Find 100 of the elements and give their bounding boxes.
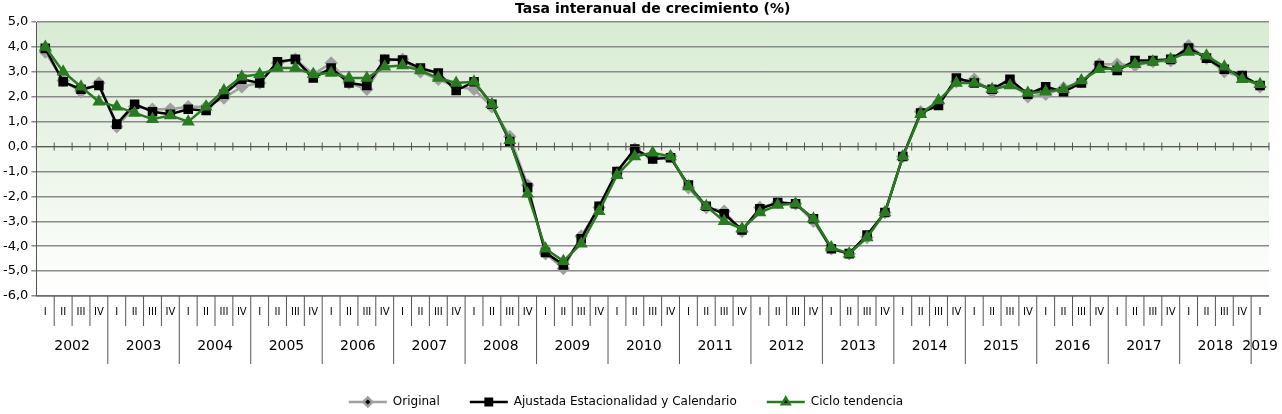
y-tick-label: 0,0 (7, 137, 29, 153)
y-tick-label: -5,0 (2, 262, 29, 278)
x-tick-label: II (203, 305, 210, 317)
x-tick-label: I (686, 305, 690, 317)
y-tick-label: -3,0 (2, 212, 29, 228)
x-tick-label: IV (594, 305, 605, 317)
x-tick-label: II (703, 305, 710, 317)
text: 2011 (697, 336, 734, 353)
x-tick-label: I (329, 305, 333, 317)
text: 2010 (625, 336, 662, 353)
y-tick-label: -6,0 (2, 287, 29, 303)
x-tick-label: IV (880, 305, 890, 317)
x-tick-label: I (901, 305, 905, 317)
y-tick-label: -1,0 (2, 162, 29, 178)
x-tick-label: I (758, 305, 762, 317)
y-tick-label: 4,0 (7, 38, 29, 54)
legend-label: Original (392, 394, 440, 409)
x-tick-label: I (401, 305, 405, 317)
x-tick-label: I (615, 305, 619, 317)
x-tick-label: III (1077, 305, 1086, 317)
x-tick-label: IV (451, 305, 462, 317)
x-tick-label: II (631, 305, 638, 317)
text: 2019 (1242, 336, 1278, 353)
y-tick-label: -2,0 (2, 187, 29, 203)
x-tick-label: IV (737, 305, 748, 317)
x-tick-label: III (290, 305, 300, 317)
x-tick-label: II (274, 305, 281, 317)
x-tick-label: III (934, 305, 943, 317)
x-tick-label: III (791, 305, 801, 317)
text: 2013 (840, 336, 876, 353)
x-tick-label: II (1060, 305, 1067, 317)
x-tick-label: III (505, 305, 515, 317)
text: 2009 (554, 336, 591, 353)
y-tick-label: 1,0 (7, 113, 29, 129)
text: 2002 (54, 336, 90, 353)
x-tick-label: II (846, 305, 853, 317)
text: 2016 (1054, 336, 1091, 353)
x-tick-label: IV (236, 305, 247, 317)
x-tick-label: III (1148, 305, 1158, 317)
x-tick-label: IV (1094, 305, 1105, 317)
x-tick-label: III (148, 305, 157, 317)
x-tick-label: II (917, 305, 924, 317)
x-tick-label: I (829, 305, 833, 317)
x-tick-label: II (417, 305, 424, 317)
x-tick-label: IV (1165, 305, 1176, 317)
x-tick-label: IV (165, 305, 176, 317)
x-tick-label: IV (951, 305, 962, 317)
x-tick-label: III (433, 305, 443, 317)
x-tick-label: IV (522, 305, 533, 317)
x-tick-label: I (1115, 305, 1119, 317)
text: 2015 (983, 336, 1019, 353)
chart-title: Tasa interanual de crecimiento (%) (515, 0, 791, 16)
x-tick-label: I (115, 305, 119, 317)
x-tick-label: I (186, 305, 190, 317)
x-tick-label: IV (379, 305, 390, 317)
x-tick-label: III (1219, 305, 1229, 317)
text: 2003 (125, 336, 162, 353)
legend-label: Ciclo tendencia (810, 394, 904, 409)
text: 2008 (483, 336, 519, 353)
text: 2005 (268, 336, 305, 353)
x-tick-label: I (258, 305, 262, 317)
x-tick-label: I (43, 305, 47, 317)
text: 2014 (911, 336, 948, 353)
x-tick-label: IV (665, 305, 676, 317)
text: 2004 (197, 336, 233, 353)
x-tick-label: III (862, 305, 872, 317)
x-tick-label: III (576, 305, 586, 317)
x-tick-label: I (972, 305, 976, 317)
x-tick-label: IV (93, 305, 104, 317)
text: 2018 (1197, 336, 1234, 353)
x-tick-label: IV (308, 305, 319, 317)
x-tick-label: II (1203, 305, 1210, 317)
x-tick-label: IV (1022, 305, 1033, 317)
y-tick-label: 2,0 (7, 88, 29, 104)
x-tick-label: I (544, 305, 547, 317)
x-tick-label: I (1044, 305, 1048, 317)
x-tick-label: III (1005, 305, 1015, 317)
x-tick-label: II (989, 305, 996, 317)
x-tick-label: II (774, 305, 781, 317)
x-tick-label: II (488, 305, 495, 317)
x-tick-label: II (60, 305, 67, 317)
x-tick-label: I (1187, 305, 1191, 317)
x-tick-label: II (131, 305, 138, 317)
text: 2007 (411, 336, 448, 353)
x-tick-label: III (648, 305, 658, 317)
y-tick-label: 3,0 (7, 63, 29, 79)
x-tick-label: II (1132, 305, 1138, 317)
x-tick-label: III (219, 305, 229, 317)
x-tick-label: IV (808, 305, 819, 317)
x-tick-label: III (76, 305, 86, 317)
x-tick-label: III (362, 305, 372, 317)
text: 2006 (340, 336, 376, 353)
text: 2017 (1126, 336, 1162, 353)
x-tick-label: I (472, 305, 476, 317)
x-tick-label: II (560, 305, 567, 317)
y-tick-label: -4,0 (2, 237, 29, 253)
text: 2012 (768, 336, 805, 353)
x-tick-label: III (719, 305, 729, 317)
legend-label: Ajustada Estacionalidad y Calendario (513, 394, 737, 409)
x-tick-label: IV (1237, 305, 1248, 317)
